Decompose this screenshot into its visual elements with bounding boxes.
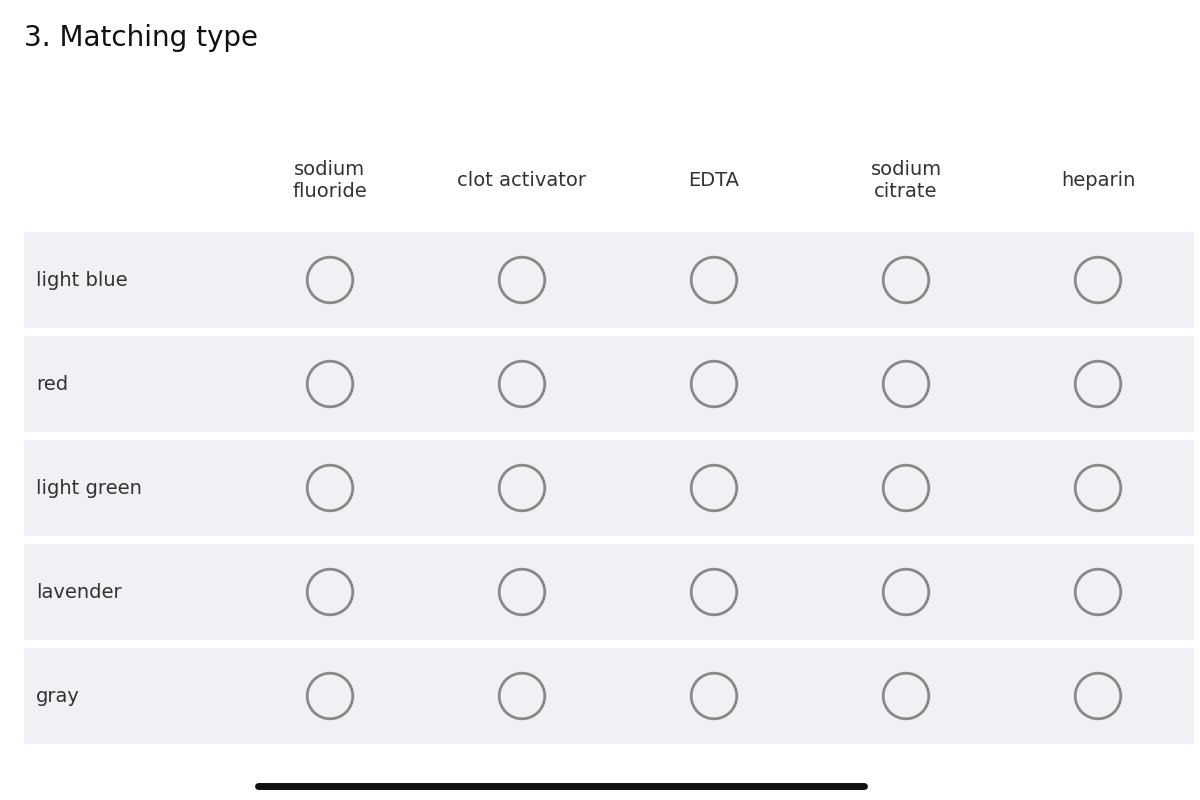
Text: sodium
citrate: sodium citrate [870, 159, 942, 201]
Text: gray: gray [36, 686, 80, 706]
Text: red: red [36, 374, 68, 394]
Text: clot activator: clot activator [457, 170, 587, 190]
Text: lavender: lavender [36, 582, 121, 602]
Text: EDTA: EDTA [689, 170, 739, 190]
Text: light blue: light blue [36, 270, 127, 290]
Text: 3. Matching type: 3. Matching type [24, 24, 258, 52]
Bar [24, 336, 1194, 432]
Text: sodium
fluoride: sodium fluoride [293, 159, 367, 201]
Bar [24, 648, 1194, 744]
Bar [24, 232, 1194, 328]
Text: light green: light green [36, 478, 142, 498]
Bar [24, 440, 1194, 536]
Text: heparin: heparin [1061, 170, 1135, 190]
Bar [24, 544, 1194, 640]
